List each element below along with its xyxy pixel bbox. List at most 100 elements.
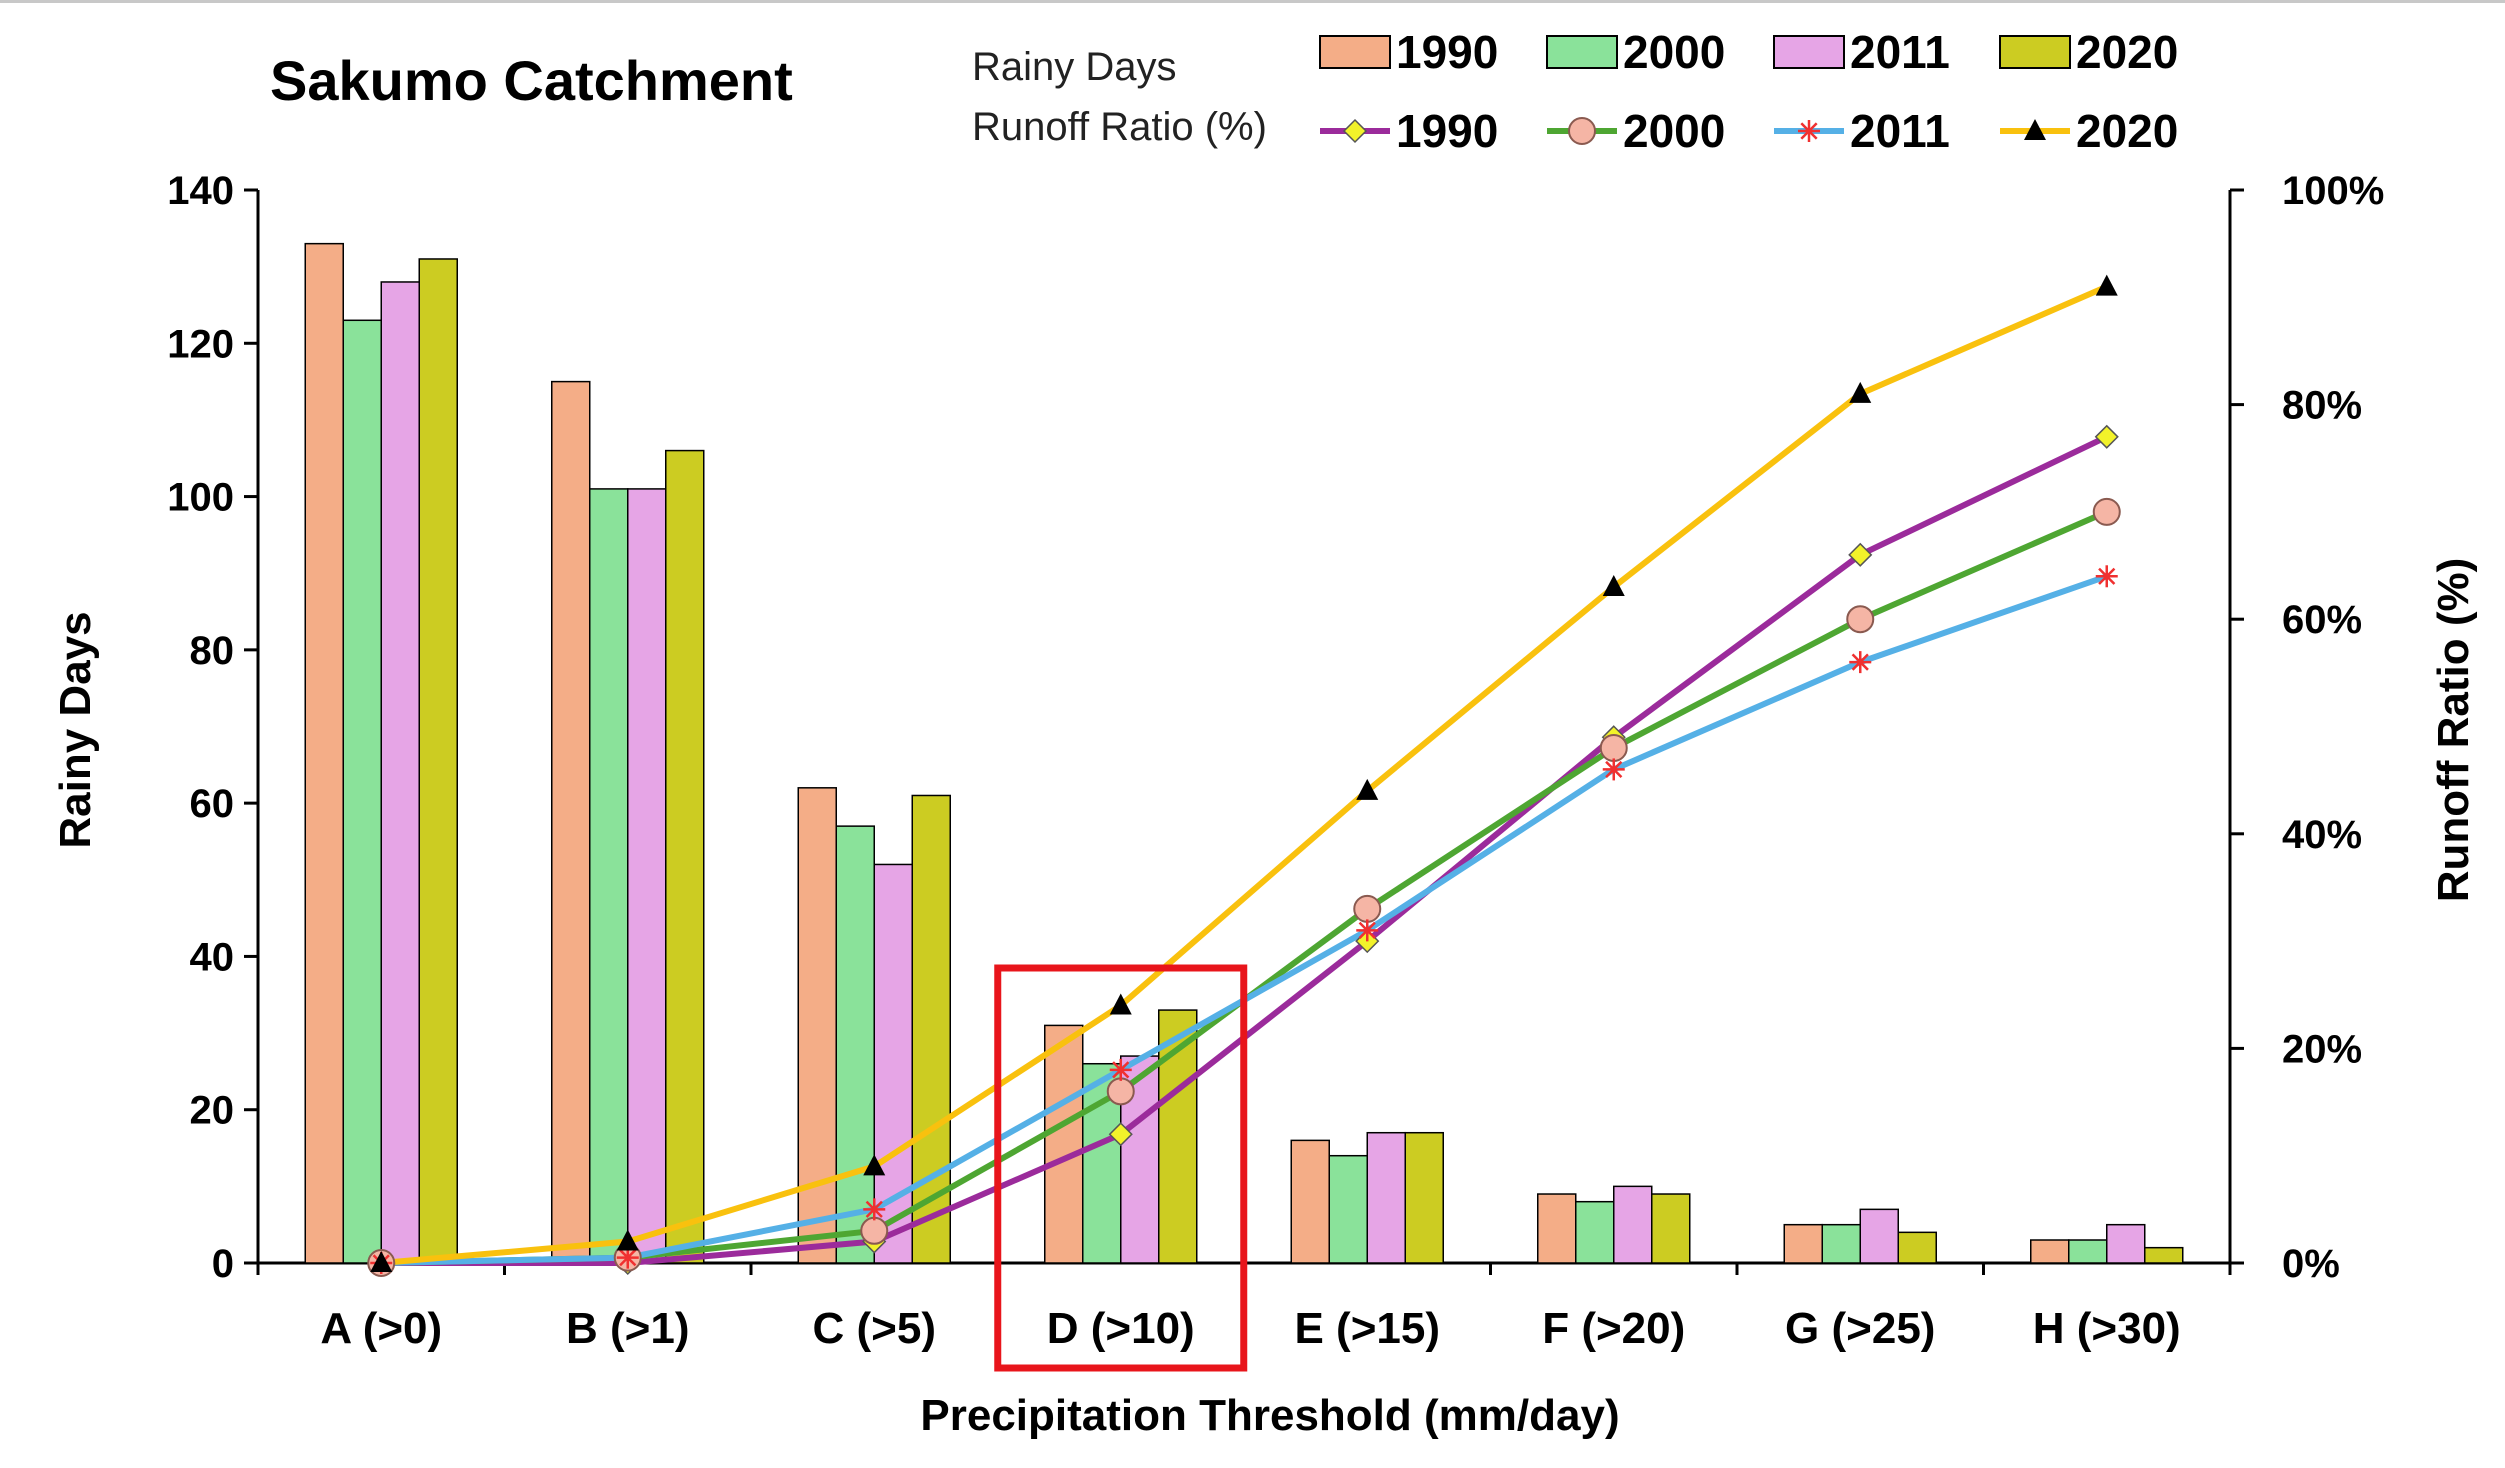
y2-axis-title: Runoff Ratio (%) bbox=[2429, 558, 2478, 903]
x-tick-label: B (>1) bbox=[566, 1304, 689, 1353]
bar-1990 bbox=[1783, 1223, 1823, 1264]
legend-bar-label-2020: 2020 bbox=[2076, 26, 2178, 78]
marker-shape bbox=[863, 1154, 886, 1176]
point-1990 bbox=[1108, 1122, 1133, 1147]
bar-1990 bbox=[1044, 1024, 1084, 1264]
line-2020 bbox=[378, 283, 2110, 1266]
bar-2020 bbox=[911, 794, 951, 1264]
bar-2000 bbox=[342, 319, 382, 1264]
point-2000 bbox=[2092, 497, 2121, 526]
marker-shape bbox=[1846, 605, 1875, 634]
legend-bar-swatch-2011 bbox=[1773, 35, 1845, 69]
marker-shape bbox=[1109, 993, 1132, 1015]
legend-bar-swatch-1990 bbox=[1319, 35, 1391, 69]
legend-marker-2011 bbox=[1798, 120, 1820, 142]
x-tick-label: E (>15) bbox=[1294, 1304, 1440, 1353]
point-2011 bbox=[1109, 1058, 1132, 1081]
bar-1990 bbox=[304, 242, 344, 1264]
y-tick-label: 120 bbox=[167, 322, 234, 366]
point-2011 bbox=[1602, 758, 1625, 781]
legend-marker-2000 bbox=[1568, 117, 1596, 145]
bar-2020 bbox=[1651, 1193, 1691, 1264]
point-2000 bbox=[1106, 1077, 1135, 1106]
legend-lines-heading: Runoff Ratio (%) bbox=[972, 105, 1267, 149]
highlight-box bbox=[994, 964, 1248, 1372]
point-2000 bbox=[860, 1216, 889, 1245]
marker-shape bbox=[1602, 575, 1625, 597]
marker-shape bbox=[1108, 1122, 1133, 1147]
point-2020 bbox=[1356, 778, 1379, 800]
point-2020 bbox=[370, 1251, 393, 1272]
legend: Rainy Days Runoff Ratio (%) 1990 2000 2011… bbox=[972, 26, 2178, 157]
marker-shape bbox=[1356, 778, 1379, 800]
y-tick-label: 40 bbox=[190, 935, 235, 979]
point-2011 bbox=[616, 1246, 639, 1269]
bar-1990 bbox=[551, 380, 591, 1264]
point-2020 bbox=[863, 1154, 886, 1176]
marker-shape bbox=[1106, 1077, 1135, 1106]
bar-1990 bbox=[1537, 1193, 1577, 1264]
x-tick-label: H (>30) bbox=[2033, 1304, 2181, 1353]
bar-2000 bbox=[1328, 1154, 1368, 1264]
marker-shape bbox=[1353, 894, 1382, 923]
legend-line-label-2011: 2011 bbox=[1850, 105, 1950, 157]
x-tick-label: F (>20) bbox=[1542, 1304, 1685, 1353]
legend-marker-2020 bbox=[2024, 119, 2046, 140]
point-2020 bbox=[1849, 381, 1872, 403]
bar-2011 bbox=[380, 281, 420, 1264]
marker-shape bbox=[2094, 424, 2119, 449]
bar-2020 bbox=[1897, 1231, 1937, 1264]
bar-1990 bbox=[2030, 1239, 2070, 1264]
point-2000 bbox=[1599, 733, 1628, 762]
legend-bar-label-1990: 1990 bbox=[1396, 26, 1498, 78]
bar-1990 bbox=[797, 787, 837, 1264]
point-2020 bbox=[616, 1229, 639, 1251]
y2-tick-label: 20% bbox=[2282, 1027, 2362, 1071]
y-axis-title: Rainy Days bbox=[51, 611, 100, 848]
marker-shape bbox=[1848, 542, 1873, 567]
top-border bbox=[0, 0, 2505, 3]
x-tick-label: D (>10) bbox=[1047, 1304, 1195, 1353]
bar-2011 bbox=[1859, 1208, 1899, 1264]
x-axis-title: Precipitation Threshold (mm/day) bbox=[920, 1391, 1619, 1440]
bar-2020 bbox=[665, 449, 705, 1264]
marker-shape bbox=[616, 1229, 639, 1251]
legend-bar-label-2011: 2011 bbox=[1850, 26, 1950, 78]
y-tick-label: 140 bbox=[167, 169, 234, 213]
marker-shape bbox=[1849, 381, 1872, 403]
legend-bars-heading: Rainy Days bbox=[972, 45, 1177, 89]
point-2020 bbox=[1109, 993, 1132, 1015]
legend-line-label-1990: 1990 bbox=[1396, 105, 1498, 157]
bar-2000 bbox=[2068, 1239, 2108, 1264]
marker-shape bbox=[1568, 117, 1596, 145]
y-tick-label: 80 bbox=[190, 629, 235, 673]
bar-1990 bbox=[1290, 1139, 1330, 1264]
legend-line-label-2000: 2000 bbox=[1623, 105, 1725, 157]
point-1990 bbox=[1848, 542, 1873, 567]
y2-tick-label: 100% bbox=[2282, 169, 2384, 213]
marker-shape bbox=[2024, 119, 2046, 140]
point-1990 bbox=[2094, 424, 2119, 449]
plot-area: 0 20 40 60 80 100 120 140 0% 20% 40% 60% 80% 100% A (>… bbox=[167, 169, 2384, 1372]
bar-2020 bbox=[418, 258, 458, 1264]
legend-bar-swatch-2020 bbox=[1999, 35, 2071, 69]
bar-2000 bbox=[1821, 1223, 1861, 1264]
y-tick-label: 20 bbox=[190, 1089, 235, 1133]
chart-title: Sakumo Catchment bbox=[270, 49, 793, 112]
y-tick-label: 0 bbox=[212, 1242, 234, 1286]
bar-2000 bbox=[835, 825, 875, 1264]
y2-tick-label: 60% bbox=[2282, 598, 2362, 642]
marker-shape bbox=[370, 1251, 393, 1272]
bar-2020 bbox=[2144, 1246, 2184, 1264]
legend-bar-label-2000: 2000 bbox=[1623, 26, 1725, 78]
y-tick-label: 60 bbox=[190, 782, 235, 826]
bar-2020 bbox=[1404, 1131, 1444, 1264]
point-2000 bbox=[1353, 894, 1382, 923]
marker-shape bbox=[1599, 733, 1628, 762]
point-2020 bbox=[2095, 274, 2118, 296]
marker-shape bbox=[2092, 497, 2121, 526]
point-2011 bbox=[863, 1198, 886, 1221]
y2-tick-label: 0% bbox=[2282, 1242, 2340, 1286]
point-2011 bbox=[2095, 565, 2118, 588]
